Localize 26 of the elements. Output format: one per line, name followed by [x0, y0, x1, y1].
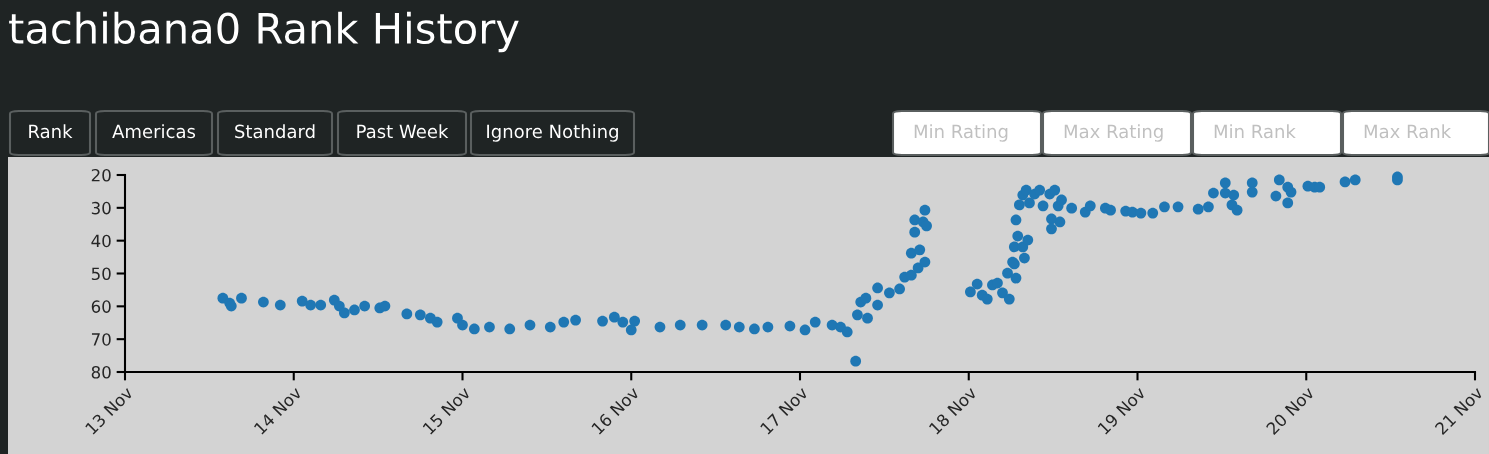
- x-tick-label: 17 Nov: [759, 385, 809, 435]
- y-tick-label: 20: [91, 168, 111, 182]
- y-tick-label: 40: [91, 234, 111, 248]
- text: Standard: [235, 124, 315, 139]
- y-tick-label: 80: [91, 365, 111, 379]
- x-tick-label: 20 Nov: [1265, 385, 1316, 436]
- text: Americas: [112, 124, 196, 139]
- x-tick-label: 15 Nov: [422, 385, 472, 435]
- y-tick-label: 60: [91, 300, 111, 313]
- text: Ignore Nothing: [487, 124, 618, 142]
- y-tick-label: 70: [91, 333, 111, 346]
- y-tick-label: 30: [91, 201, 111, 215]
- text: Rank: [29, 124, 73, 139]
- y-tick-label: 50: [91, 267, 111, 281]
- x-tick-label: 18 Nov: [928, 385, 978, 435]
- x-tick-label: 14 Nov: [253, 385, 303, 435]
- x-tick-label: 16 Nov: [591, 385, 641, 435]
- text: Past Week: [357, 124, 449, 139]
- x-tick-label: 13 Nov: [84, 385, 134, 435]
- text: Min Rating: [914, 124, 1008, 142]
- text: Max Rank: [1364, 124, 1452, 139]
- x-tick-label: 19 Nov: [1097, 385, 1147, 435]
- chart-title: tachibana0 Rank History: [9, 11, 519, 53]
- text: Min Rank: [1214, 124, 1296, 139]
- x-tick-label: 21 Nov: [1434, 385, 1484, 436]
- text: Max Rating: [1064, 124, 1163, 142]
